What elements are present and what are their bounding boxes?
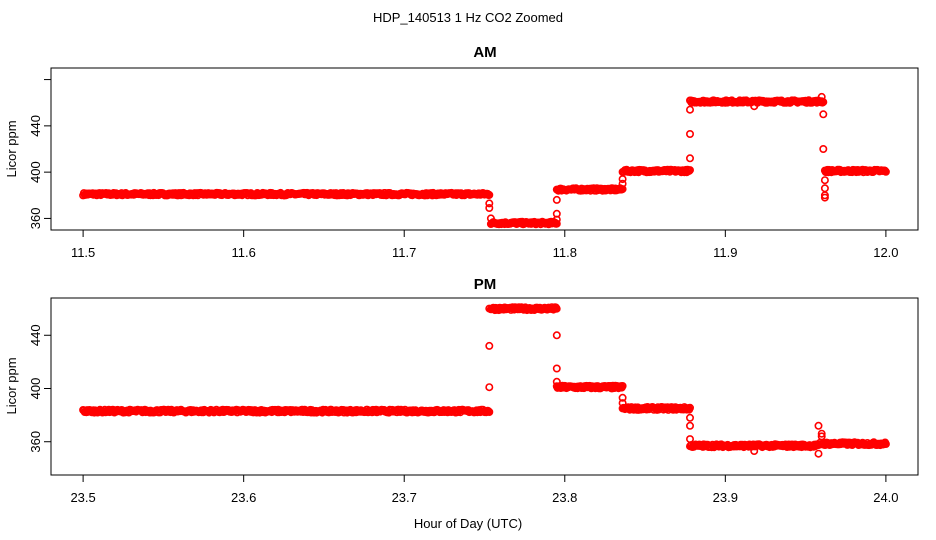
panel-title: PM: [474, 276, 497, 293]
data-point-outlier: [485, 199, 494, 208]
data-point: [881, 439, 890, 448]
data-point-outlier: [685, 421, 694, 430]
y-tick-label: 360: [28, 431, 43, 453]
data-point-outlier: [618, 179, 627, 188]
panel-title: AM: [473, 44, 496, 61]
data-point-outlier: [618, 175, 627, 184]
x-tick-label: 23.5: [70, 490, 95, 505]
data-point-outlier: [820, 193, 829, 202]
data-point-outlier: [685, 130, 694, 139]
y-axis-label: Licor ppm: [4, 357, 19, 414]
x-tick-label: 23.9: [713, 490, 738, 505]
data-points: [79, 303, 890, 458]
data-point-outlier: [552, 364, 561, 373]
y-tick-label: 400: [28, 378, 43, 400]
data-point-outlier: [618, 393, 627, 402]
data-point-outlier: [685, 105, 694, 114]
panel-am: AM Licor ppm 11.5 11.6 11.7 11.8 11.9 12.0 360…: [4, 44, 919, 260]
y-tick-label: 360: [28, 208, 43, 230]
data-point: [685, 403, 694, 412]
data-point-outlier: [485, 204, 494, 213]
data-point-outlier: [485, 304, 494, 313]
data-point: [881, 167, 890, 176]
y-tick-label: 400: [28, 161, 43, 183]
figure-title: HDP_140513 1 Hz CO2 Zoomed: [373, 10, 563, 25]
data-point-outlier: [817, 432, 826, 441]
data-point-outlier: [817, 429, 826, 438]
data-point: [485, 190, 494, 199]
x-axis-label: Hour of Day (UTC): [414, 516, 522, 531]
x-tick-label: 11.9: [713, 245, 737, 260]
x-tick-label: 23.8: [552, 490, 577, 505]
x-tick-label: 23.7: [392, 490, 417, 505]
data-point-outlier: [552, 195, 561, 204]
data-point: [552, 219, 561, 228]
data-point-outlier: [819, 145, 828, 154]
data-point-outlier: [618, 399, 627, 408]
data-point-outlier: [820, 184, 829, 193]
data-point-outlier: [685, 413, 694, 422]
data-point-outlier: [485, 341, 494, 350]
data-point-outlier: [685, 435, 694, 444]
data-point-outlier: [820, 176, 829, 185]
data-point-outlier: [552, 377, 561, 386]
data-point-outlier: [819, 110, 828, 119]
data-point-outlier: [750, 446, 759, 455]
y-tick-label: 440: [28, 324, 43, 346]
x-tick-label: 24.0: [873, 490, 898, 505]
x-tick-label: 12.0: [873, 245, 898, 260]
x-tick-label: 11.8: [553, 245, 577, 260]
data-point-outlier: [685, 154, 694, 163]
x-tick-label: 23.6: [231, 490, 256, 505]
x-tick-label: 11.6: [231, 245, 255, 260]
data-point-outlier: [486, 214, 495, 223]
data-point-outlier: [552, 331, 561, 340]
data-point-outlier: [814, 421, 823, 430]
panel-pm: PM Licor ppm 23.5 23.6 23.7 23.8 23.9 24.0 360…: [4, 276, 919, 505]
y-tick-label: 440: [28, 115, 43, 137]
data-point: [485, 407, 494, 416]
data-point-outlier: [817, 92, 826, 101]
x-tick-label: 11.5: [71, 245, 95, 260]
y-axis-label: Licor ppm: [4, 120, 19, 177]
data-point: [618, 381, 627, 390]
x-tick-label: 11.7: [392, 245, 416, 260]
data-point-outlier: [814, 449, 823, 458]
data-point: [685, 166, 694, 175]
data-point-outlier: [485, 383, 494, 392]
data-point: [618, 185, 627, 194]
data-point-outlier: [750, 102, 759, 111]
data-point-outlier: [552, 215, 561, 224]
data-point: [552, 304, 561, 313]
data-points: [79, 92, 890, 229]
plot-frame: [50, 67, 919, 231]
